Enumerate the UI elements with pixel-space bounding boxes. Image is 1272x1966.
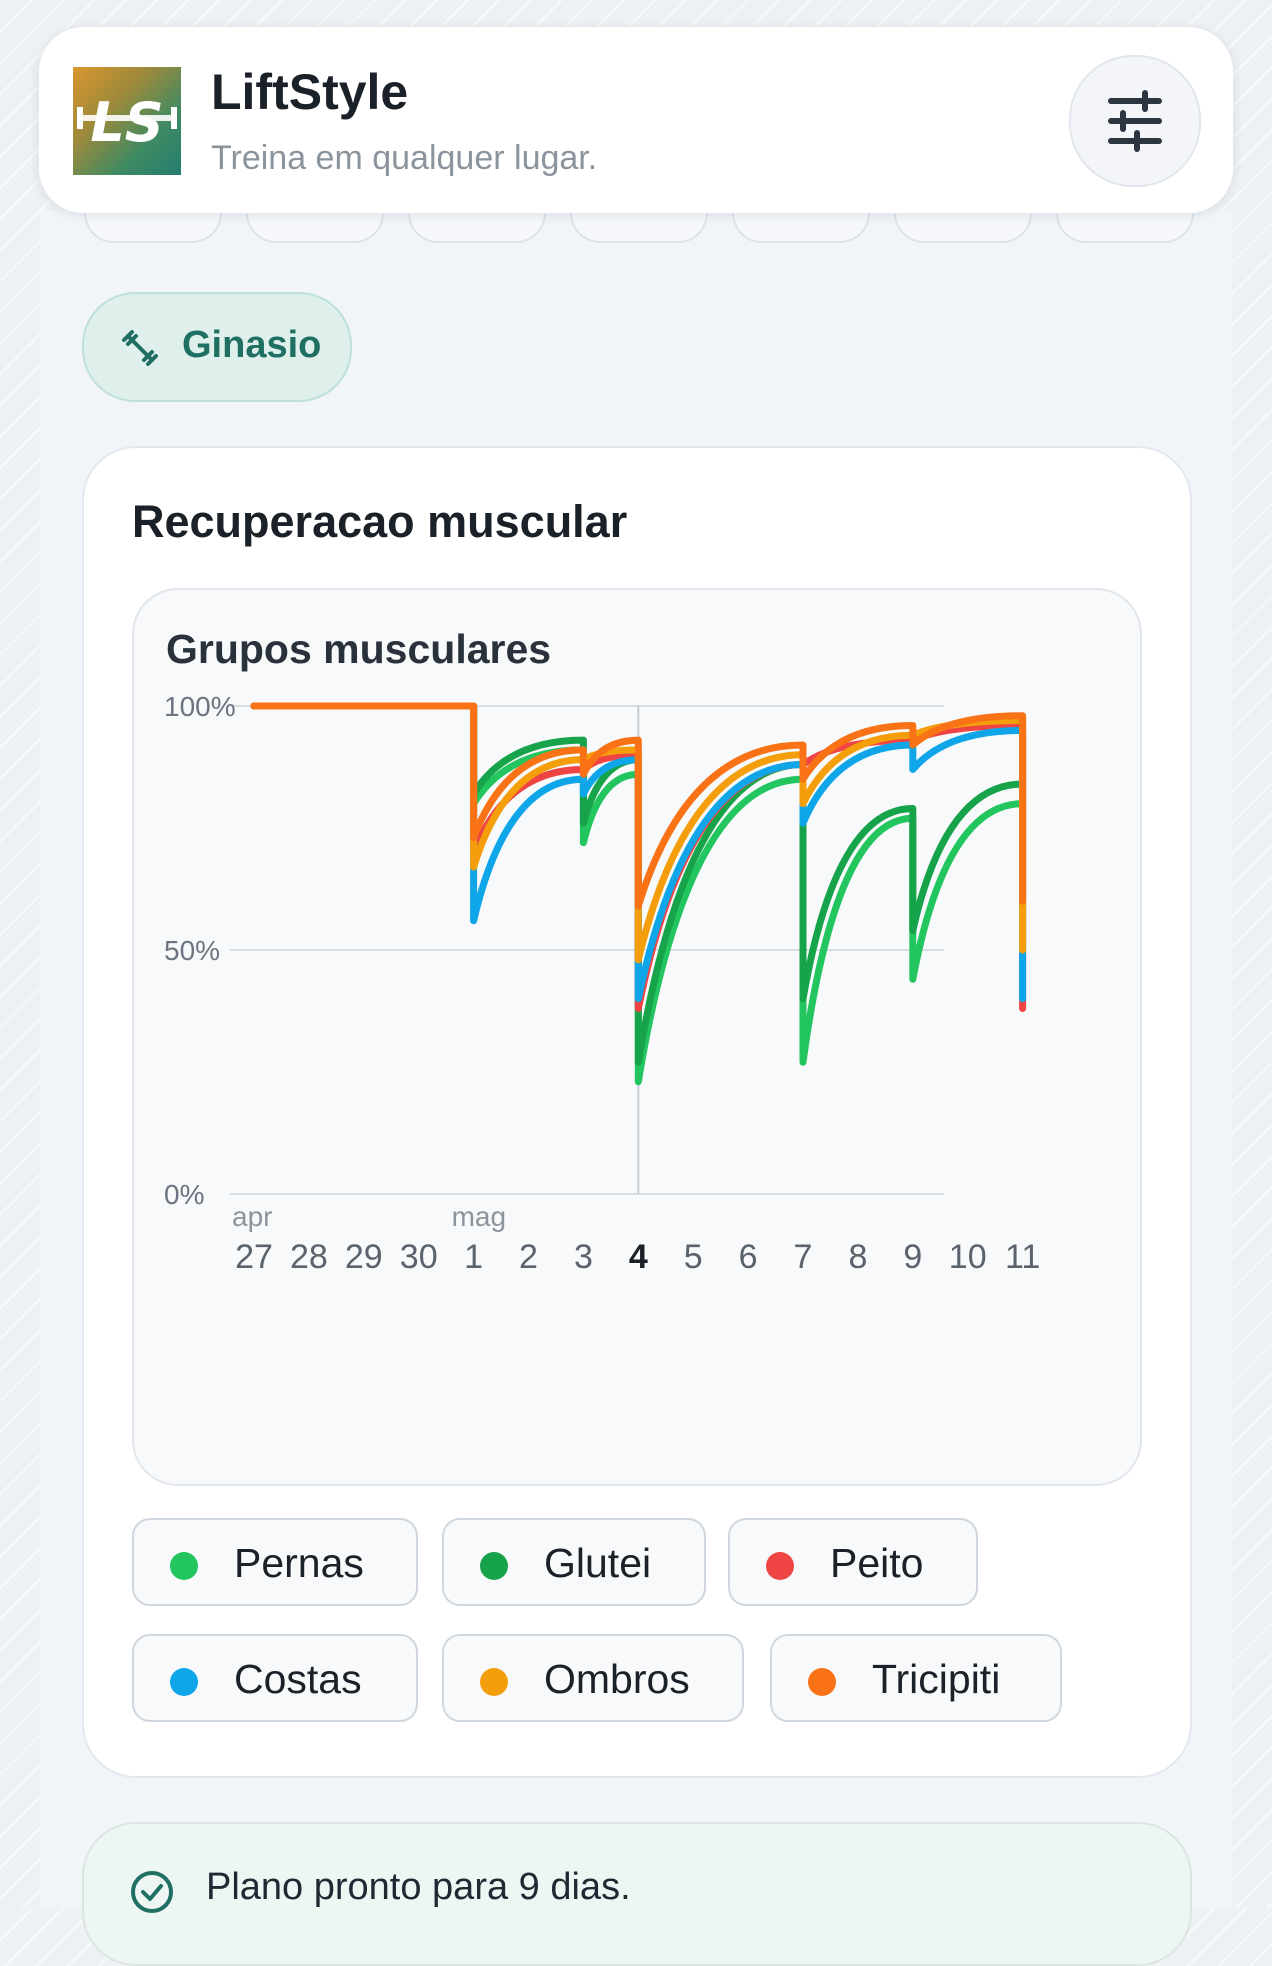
x-tick-label: 3 (574, 1238, 593, 1276)
legend-label: Costas (234, 1656, 362, 1702)
logo-text: LS (90, 91, 163, 154)
y-tick-label: 50% (164, 935, 220, 966)
app-header: LS LiftStyle Treina em qualquer lugar. (38, 26, 1234, 214)
legend-dot (170, 1668, 198, 1696)
recovery-card: Recuperacao muscular Grupos musculares 1… (82, 446, 1192, 1778)
plan-status-card: Plano pronto para 9 dias. (82, 1822, 1192, 1966)
legend-dot (808, 1668, 836, 1696)
filter-settings-button[interactable] (1069, 55, 1201, 187)
legend-item-ombros[interactable]: Ombros (442, 1634, 744, 1722)
chart-canvas: 100% 50% 0% 27 28 29 30 1 2 3 4 5 6 7 8 9 10 11 apr mag (164, 691, 1040, 1276)
legend-label: Ombros (544, 1656, 690, 1702)
legend-label: Pernas (234, 1540, 364, 1586)
x-tick-label: 1 (464, 1238, 483, 1276)
x-tick-label: 8 (848, 1238, 867, 1276)
app-logo: LS (73, 67, 181, 175)
x-tick-label: 29 (345, 1238, 383, 1276)
x-tick-label: 28 (290, 1238, 328, 1276)
app-title: LiftStyle (211, 64, 409, 120)
x-tick-label: 30 (400, 1238, 438, 1276)
x-tick-label: 11 (1005, 1238, 1040, 1276)
legend-label: Peito (830, 1540, 924, 1586)
x-month-label: apr (232, 1201, 272, 1232)
legend-item-pernas[interactable]: Pernas (132, 1518, 418, 1606)
x-month-label: mag (452, 1201, 506, 1232)
legend-item-costas[interactable]: Costas (132, 1634, 418, 1722)
x-tick-label: 7 (794, 1238, 813, 1276)
chart-title: Grupos musculares (166, 626, 552, 672)
plan-status-text: Plano pronto para 9 dias. (206, 1866, 631, 1908)
series-line-costas (250, 702, 1027, 1003)
legend-item-tricipiti[interactable]: Tricipiti (770, 1634, 1062, 1722)
x-tick-label: 4 (629, 1238, 648, 1276)
sliders-icon (1108, 90, 1162, 152)
legend-dot (480, 1552, 508, 1580)
logo-mark: LS (77, 91, 177, 154)
legend-label: Glutei (544, 1540, 652, 1586)
x-tick-label: 2 (519, 1238, 538, 1276)
recovery-card-title: Recuperacao muscular (132, 496, 628, 547)
gym-mode-chip[interactable]: Ginasio (82, 292, 352, 402)
x-tick-label: 6 (739, 1238, 758, 1276)
x-tick-label: 9 (903, 1238, 922, 1276)
x-tick-label: 5 (684, 1238, 703, 1276)
legend-label: Tricipiti (872, 1656, 1001, 1702)
x-tick-label: 27 (235, 1238, 273, 1276)
recovery-chart: Grupos musculares 100% 50% 0% 27 28 29 30 1 2 3 4 5… (132, 588, 1142, 1486)
check-circle-icon (131, 1871, 173, 1913)
legend-item-glutei[interactable]: Glutei (442, 1518, 706, 1606)
y-tick-label: 0% (164, 1179, 204, 1210)
y-tick-label: 100% (164, 691, 236, 722)
series-line-glutei (250, 702, 1027, 1066)
series-line-tricipiti (250, 702, 1027, 910)
dumbbell-icon (122, 330, 158, 366)
legend-item-peito[interactable]: Peito (728, 1518, 978, 1606)
legend-dot (170, 1552, 198, 1580)
x-tick-label: 10 (949, 1238, 987, 1276)
gym-mode-label: Ginasio (182, 324, 322, 366)
app-subtitle: Treina em qualquer lugar. (211, 139, 598, 177)
legend-dot (480, 1668, 508, 1696)
legend-dot (766, 1552, 794, 1580)
